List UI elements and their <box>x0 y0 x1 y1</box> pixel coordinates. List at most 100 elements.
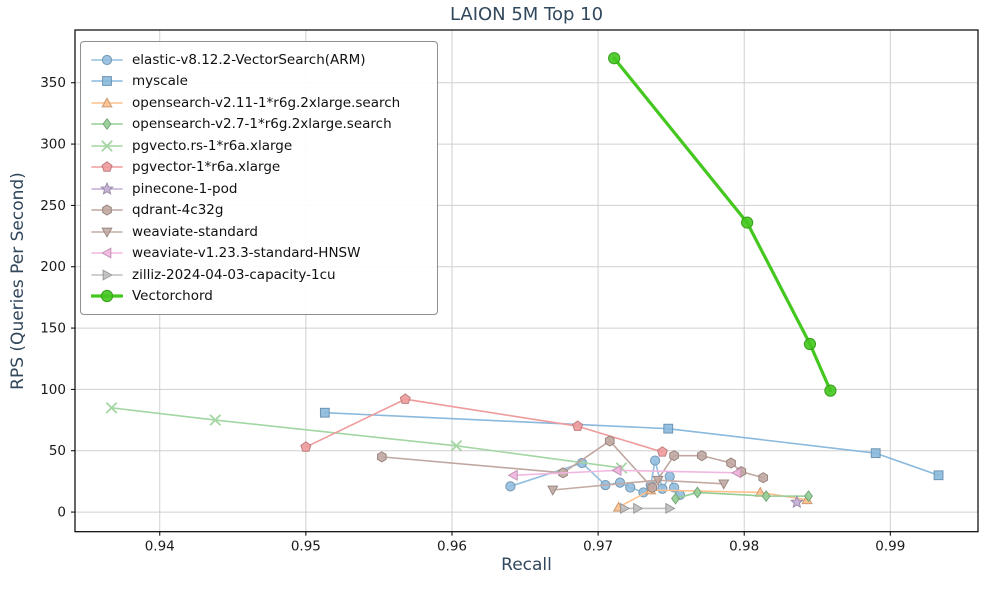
legend-item: zilliz-2024-04-03-capacity-1cu <box>91 264 427 285</box>
data-point-marker <box>652 475 664 487</box>
series-opensearch-v2.7-1*r6g.2xlarge.search <box>671 486 814 505</box>
plot-border <box>74 29 979 533</box>
data-point-marker <box>647 481 657 494</box>
legend-marker <box>91 290 123 303</box>
series-line <box>305 398 664 453</box>
y-tick-label: 300 <box>40 137 66 153</box>
data-point-marker <box>657 483 668 494</box>
series-Vectorchord <box>608 52 837 397</box>
data-point-marker <box>633 502 644 515</box>
data-point-marker <box>101 96 113 107</box>
data-point-marker <box>669 450 679 462</box>
series-zilliz-2024-04-03-capacity-1cu <box>620 502 676 515</box>
legend-item: weaviate-standard <box>91 221 427 242</box>
data-point-marker <box>572 420 584 431</box>
legend-label: pinecone-1-pod <box>132 180 238 197</box>
x-axis-label: Recall <box>501 555 552 575</box>
series-weaviate-v1.23.3-standard-HNSW <box>507 464 742 481</box>
legend-label: qdrant-4c32g <box>132 202 224 219</box>
data-point-marker <box>671 492 681 505</box>
data-point-marker <box>450 439 463 452</box>
data-point-marker <box>625 482 636 493</box>
data-point-marker <box>608 52 621 65</box>
legend-marker <box>91 269 123 281</box>
data-point-marker <box>100 290 114 303</box>
data-point-marker <box>697 450 707 462</box>
data-point-marker <box>663 423 674 434</box>
y-tick-label: 0 <box>57 505 66 521</box>
y-tick-label: 350 <box>40 75 66 91</box>
data-point-marker <box>604 435 615 447</box>
data-point-marker <box>620 502 631 515</box>
legend-marker <box>91 139 123 152</box>
legend-label: myscale <box>132 73 188 90</box>
data-point-marker <box>789 494 804 509</box>
data-point-marker <box>100 181 114 195</box>
x-tick-label: 0.98 <box>729 539 759 555</box>
data-point-marker <box>803 490 814 503</box>
data-point-marker <box>726 457 736 469</box>
chart-title: LAION 5M Top 10 <box>449 4 604 25</box>
legend-marker <box>91 161 123 172</box>
series-pinecone-1-pod <box>789 494 804 509</box>
data-point-marker <box>933 470 944 481</box>
data-point-marker <box>741 216 754 229</box>
legend-label: pgvecto.rs-1*r6a.xlarge <box>132 137 293 154</box>
legend-label: elastic-v8.12.2-VectorSearch(ARM) <box>132 51 366 68</box>
axis-ticks: 0.94 0.95 0.96 0.97 0.98 0.99 0 50 100 150 200 250 3… <box>40 75 905 554</box>
x-tick-label: 0.95 <box>291 539 321 555</box>
x-tick-label: 0.94 <box>145 539 175 555</box>
legend-item: weaviate-v1.23.3-standard-HNSW <box>91 243 427 264</box>
legend-marker <box>91 227 123 238</box>
data-point-marker <box>731 467 742 479</box>
data-point-marker <box>824 384 837 397</box>
data-point-marker <box>505 481 516 492</box>
legend-item: pgvecto.rs-1*r6a.xlarge <box>91 135 427 156</box>
y-axis-label: RPS (Queries Per Second) <box>8 172 28 390</box>
data-point-marker <box>665 502 676 515</box>
y-tick-label: 150 <box>40 321 66 337</box>
series-line <box>381 440 765 489</box>
series-weaviate-standard <box>547 475 730 496</box>
legend-label: pgvector-1*r6a.xlarge <box>132 159 281 176</box>
data-point-marker <box>209 414 222 426</box>
data-point-marker <box>101 139 113 152</box>
legend-label: weaviate-v1.23.3-standard-HNSW <box>132 245 361 262</box>
series-line <box>110 407 623 469</box>
series-pgvector-1*r6a.xlarge <box>300 393 668 457</box>
series-qdrant-4c32g <box>377 435 769 494</box>
series-line <box>674 491 810 500</box>
legend-marker <box>91 54 123 65</box>
legend-label: weaviate-standard <box>132 223 258 240</box>
data-point-marker <box>101 161 113 172</box>
data-point-marker <box>870 448 881 459</box>
legend-label: zilliz-2024-04-03-capacity-1cu <box>132 266 336 283</box>
data-point-marker <box>102 204 112 216</box>
legend-marker <box>91 96 123 107</box>
data-point-marker <box>102 269 113 281</box>
series-line <box>324 411 940 477</box>
legend-marker <box>91 181 123 195</box>
x-tick-label: 0.99 <box>875 539 905 555</box>
data-point-marker <box>300 441 312 452</box>
data-point-marker <box>758 472 769 484</box>
data-point-marker <box>399 393 411 404</box>
legend-item: pgvector-1*r6a.xlarge <box>91 157 427 178</box>
legend-marker <box>91 118 123 131</box>
legend-item: qdrant-4c32g <box>91 200 427 221</box>
data-point-marker <box>319 407 330 418</box>
data-point-marker <box>507 469 518 481</box>
data-point-marker <box>101 247 112 259</box>
legend-item: pinecone-1-pod <box>91 178 427 199</box>
x-tick-label: 0.96 <box>437 539 467 555</box>
legend-marker <box>91 247 123 259</box>
legend-item: elastic-v8.12.2-VectorSearch(ARM) <box>91 49 427 70</box>
data-point-marker <box>803 337 817 351</box>
y-tick-label: 50 <box>49 443 66 459</box>
series-pgvecto.rs-1*r6a.xlarge <box>105 401 628 474</box>
data-point-marker <box>656 446 668 457</box>
y-tick-label: 200 <box>40 259 66 275</box>
series-myscale <box>319 407 944 481</box>
legend-label: Vectorchord <box>132 288 213 305</box>
